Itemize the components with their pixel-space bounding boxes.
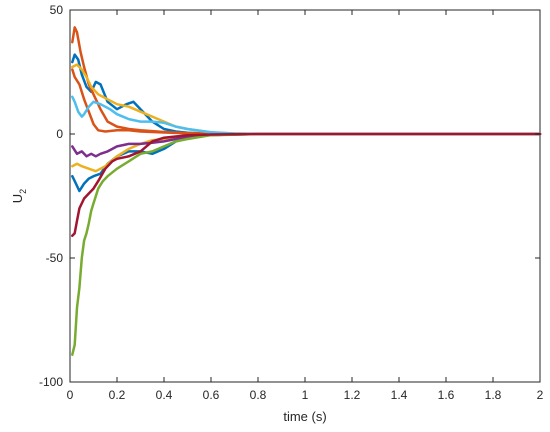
- x-axis-label: time (s): [283, 409, 326, 424]
- x-tick-label: 0.2: [109, 388, 126, 402]
- y-axis-label: U2: [10, 189, 28, 203]
- x-tick-label: 0.6: [203, 388, 220, 402]
- series-line-10: [71, 132, 542, 237]
- x-tick-label: 0: [67, 388, 74, 402]
- series-layer: [71, 26, 542, 356]
- series-line-7: [71, 132, 542, 158]
- x-tick-label: 1.8: [485, 388, 502, 402]
- x-tick-label: 0.4: [156, 388, 173, 402]
- x-tick-label: 1.2: [344, 388, 361, 402]
- y-axis-label-main: U: [10, 194, 25, 203]
- series-line-4: [71, 68, 542, 136]
- x-tick-label: 1.6: [438, 388, 455, 402]
- plot-area: [69, 9, 541, 383]
- y-tick-label: 50: [50, 3, 64, 17]
- series-line-9: [71, 95, 542, 136]
- y-tick-label: -50: [46, 251, 64, 265]
- y-axis-label-subscript: 2: [18, 189, 28, 194]
- series-line-8: [71, 132, 542, 356]
- y-tick-label: -100: [39, 375, 63, 389]
- x-tick-label: 2: [537, 388, 544, 402]
- x-tick-label: 1.4: [391, 388, 408, 402]
- tick-layer: 0 0.2 0.4 0.6 0.8 1 1.2 1.4 1.6 1.8 2 50 0 -50 -100: [39, 3, 544, 402]
- x-tick-label: 1: [302, 388, 309, 402]
- x-tick-label: 0.8: [250, 388, 267, 402]
- y-tick-label: 0: [56, 127, 63, 141]
